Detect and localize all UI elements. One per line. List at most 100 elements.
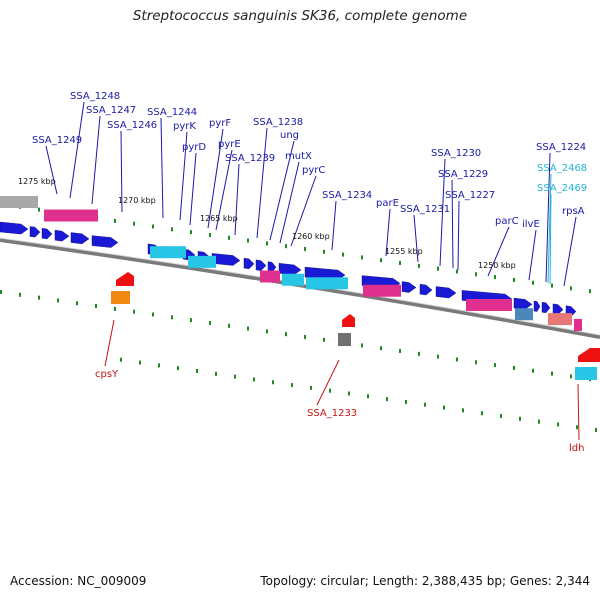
gene-label[interactable]: SSA_1244 [147,107,197,118]
gene-arrow-blue[interactable] [29,226,41,238]
kbp-tick-label: 1260 kbp [292,232,330,241]
gene-label[interactable]: SSA_1224 [536,142,586,153]
gene-label[interactable]: SSA_2468 [537,163,587,174]
gene-block-cyan[interactable] [282,273,304,286]
gene-label[interactable]: parE [376,198,399,209]
gene-block-magenta[interactable] [44,209,98,222]
gene-block-cyan[interactable] [306,277,348,290]
gene-leader-line [577,383,580,441]
gene-arrow-blue[interactable] [243,257,255,270]
tick-dot-lower [437,354,439,359]
gene-arrow-blue[interactable] [267,261,277,273]
gene-label[interactable]: cpsY [95,369,119,380]
tick-dot-lower [114,306,116,311]
gene-arrow-blue[interactable] [419,283,433,296]
gene-arrow-blue[interactable] [401,281,417,293]
gene-label[interactable]: pyrD [182,142,206,153]
gene-label[interactable]: SSA_1227 [445,190,495,201]
tick-dot-upper [437,266,439,271]
tick-dot-lower [19,292,21,297]
gene-label[interactable]: SSA_1247 [86,105,136,116]
gene-label[interactable]: pyrE [218,139,241,150]
gene-block-magenta[interactable] [466,298,512,311]
gene-label[interactable]: SSA_1234 [322,190,372,201]
tick-dot-upper [228,235,230,240]
tick-dot-lower [76,301,78,306]
gene-arrow-blue[interactable] [255,259,267,271]
gene-leader-line [279,161,300,244]
gene-arrow-red[interactable] [342,314,355,327]
tick-dot-upper [570,286,572,291]
gene-label[interactable]: SSA_1233 [307,408,357,419]
tick-dot-lower2 [329,388,331,393]
gene-label[interactable]: SSA_1231 [400,204,450,215]
tick-dot-upper [133,221,135,226]
gene-label[interactable]: SSA_1238 [253,117,303,128]
gene-arrow-blue[interactable] [54,229,70,242]
tick-dot-upper [285,244,287,249]
gene-arrow-blue[interactable] [541,301,551,314]
gene-block-magenta[interactable] [363,284,401,297]
tick-dot-lower2 [234,374,236,379]
gene-label[interactable]: parC [495,216,519,227]
gene-label[interactable]: rpsA [562,206,585,217]
tick-dot-lower [380,346,382,351]
gene-leader-line [91,115,101,205]
gene-block-steel[interactable] [515,308,533,321]
kbp-tick-label: 1255 kbp [385,247,423,256]
gene-block-magenta[interactable] [574,318,582,331]
gene-leader-line [385,208,391,257]
tick-dot-upper [342,252,344,257]
gene-label[interactable]: mutX [285,151,312,162]
gene-arrow-blue[interactable] [533,300,541,312]
tick-dot-upper [532,280,534,285]
gene-label[interactable]: SSA_1229 [438,169,488,180]
gene-arrow-blue[interactable] [41,227,53,240]
gene-label[interactable]: SSA_2469 [537,183,587,194]
gene-label[interactable]: ldh [569,443,584,454]
gene-arrow-blue[interactable] [0,221,29,235]
gene-arrow-blue[interactable] [435,286,457,299]
tick-dot-upper [589,289,591,294]
gene-block-gray[interactable] [0,196,38,208]
gene-label[interactable]: ung [280,130,299,141]
gene-label[interactable]: pyrK [173,121,196,132]
tick-dot-lower2 [215,371,217,376]
gene-leader-line [439,158,446,267]
gene-arrow-blue[interactable] [552,303,564,315]
gene-label[interactable]: pyrC [302,165,325,176]
gene-leader-line [549,193,552,285]
gene-label[interactable]: SSA_1249 [32,135,82,146]
kbp-tick-label: 1250 kbp [478,261,516,270]
gene-block-cyan[interactable] [575,367,597,380]
gene-label[interactable]: pyrF [209,118,231,129]
gene-arrow-red[interactable] [578,348,600,362]
gene-arrow-blue[interactable] [513,297,533,310]
gene-arrow-blue[interactable] [278,263,302,276]
gene-arrow-blue[interactable] [70,232,90,245]
gene-block-cyan[interactable] [188,255,216,268]
gene-label[interactable]: SSA_1248 [70,91,120,102]
gene-leader-line [316,359,340,406]
gene-arrow-blue[interactable] [91,235,119,248]
tick-dot-lower [475,360,477,365]
tick-dot-lower [570,374,572,379]
tick-dot-upper [551,283,553,288]
tick-dot-upper [266,241,268,246]
gene-block-magenta[interactable] [260,270,280,283]
tick-dot-lower [399,349,401,354]
gene-block-cyan[interactable] [150,246,186,259]
tick-dot-upper [190,230,192,235]
tick-dot-upper [399,261,401,266]
gene-label[interactable]: SSA_1239 [225,153,275,164]
gene-label[interactable]: ilvE [522,219,540,230]
gene-arrow-red[interactable] [116,272,134,286]
gene-block-gray[interactable] [338,333,351,346]
gene-label[interactable]: SSA_1246 [107,120,157,131]
gene-label[interactable]: SSA_1230 [431,148,481,159]
gene-arrow-blue[interactable] [211,253,241,266]
gene-block-orange[interactable] [111,291,130,304]
tick-dot-lower2 [348,391,350,396]
gene-block-salmon[interactable] [548,313,572,326]
